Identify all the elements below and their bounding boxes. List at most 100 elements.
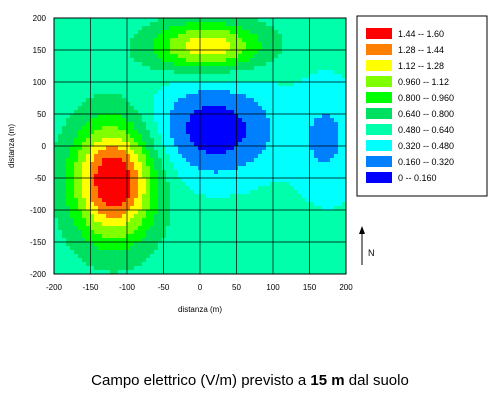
field-cell: [230, 242, 235, 247]
field-cell: [190, 174, 195, 179]
field-cell: [222, 178, 227, 183]
field-cell: [174, 18, 179, 23]
field-cell: [126, 130, 131, 135]
field-cell: [342, 238, 346, 243]
field-cell: [210, 22, 215, 27]
field-cell: [278, 154, 283, 159]
field-cell: [114, 206, 119, 211]
field-cell: [262, 122, 267, 127]
field-cell: [178, 66, 183, 71]
field-cell: [270, 94, 275, 99]
field-cell: [182, 254, 187, 259]
field-cell: [290, 198, 295, 203]
field-cell: [294, 38, 299, 43]
field-cell: [238, 262, 243, 267]
field-cell: [146, 150, 151, 155]
field-cell: [250, 146, 255, 151]
field-cell: [210, 38, 215, 43]
field-cell: [306, 58, 311, 63]
field-cell: [170, 102, 175, 107]
field-cell: [302, 206, 307, 211]
field-cell: [306, 142, 311, 147]
field-cell: [78, 194, 83, 199]
field-cell: [90, 74, 95, 79]
field-cell: [338, 162, 343, 167]
field-cell: [222, 78, 227, 83]
field-cell: [262, 62, 267, 67]
field-cell: [134, 150, 139, 155]
field-cell: [94, 90, 99, 95]
field-cell: [178, 78, 183, 83]
field-cell: [270, 126, 275, 131]
field-cell: [298, 114, 303, 119]
field-cell: [86, 38, 91, 43]
field-cell: [258, 38, 263, 43]
field-cell: [54, 210, 59, 215]
field-cell: [250, 134, 255, 139]
field-cell: [154, 130, 159, 135]
field-cell: [226, 194, 231, 199]
field-cell: [182, 250, 187, 255]
field-cell: [246, 246, 251, 251]
field-cell: [270, 186, 275, 191]
field-cell: [250, 78, 255, 83]
field-cell: [242, 18, 247, 23]
field-cell: [98, 38, 103, 43]
legend-label: 0 -- 0.160: [398, 173, 437, 183]
field-cell: [230, 222, 235, 227]
field-cell: [190, 94, 195, 99]
field-cell: [242, 206, 247, 211]
field-cell: [338, 210, 343, 215]
field-cell: [334, 50, 339, 55]
field-cell: [294, 22, 299, 27]
field-cell: [318, 170, 323, 175]
field-cell: [58, 118, 63, 123]
field-cell: [174, 190, 179, 195]
field-cell: [114, 126, 119, 131]
field-cell: [134, 126, 139, 131]
field-cell: [158, 242, 163, 247]
field-cell: [74, 254, 79, 259]
field-cell: [262, 126, 267, 131]
field-cell: [274, 166, 279, 171]
field-cell: [310, 190, 315, 195]
field-cell: [322, 166, 327, 171]
field-cell: [322, 210, 327, 215]
field-cell: [310, 146, 315, 151]
field-cell: [174, 254, 179, 259]
field-cell: [330, 238, 335, 243]
field-cell: [134, 218, 139, 223]
field-cell: [94, 114, 99, 119]
field-cell: [94, 118, 99, 123]
field-cell: [158, 46, 163, 51]
field-cell: [242, 250, 247, 255]
field-cell: [134, 50, 139, 55]
field-cell: [94, 198, 99, 203]
field-cell: [286, 142, 291, 147]
field-cell: [310, 186, 315, 191]
field-cell: [274, 70, 279, 75]
field-cell: [62, 262, 67, 267]
field-cell: [294, 102, 299, 107]
field-cell: [250, 90, 255, 95]
field-cell: [130, 242, 135, 247]
field-cell: [262, 18, 267, 23]
field-cell: [318, 70, 323, 75]
field-cell: [238, 102, 243, 107]
field-cell: [82, 30, 87, 35]
field-cell: [274, 210, 279, 215]
field-cell: [238, 98, 243, 103]
field-cell: [294, 262, 299, 267]
field-cell: [194, 90, 199, 95]
field-cell: [138, 242, 143, 247]
field-cell: [162, 94, 167, 99]
field-cell: [66, 94, 71, 99]
field-cell: [98, 74, 103, 79]
field-cell: [182, 34, 187, 39]
field-cell: [210, 262, 215, 267]
field-cell: [86, 222, 91, 227]
field-cell: [138, 166, 143, 171]
field-cell: [274, 94, 279, 99]
field-cell: [54, 82, 59, 87]
field-cell: [122, 78, 127, 83]
